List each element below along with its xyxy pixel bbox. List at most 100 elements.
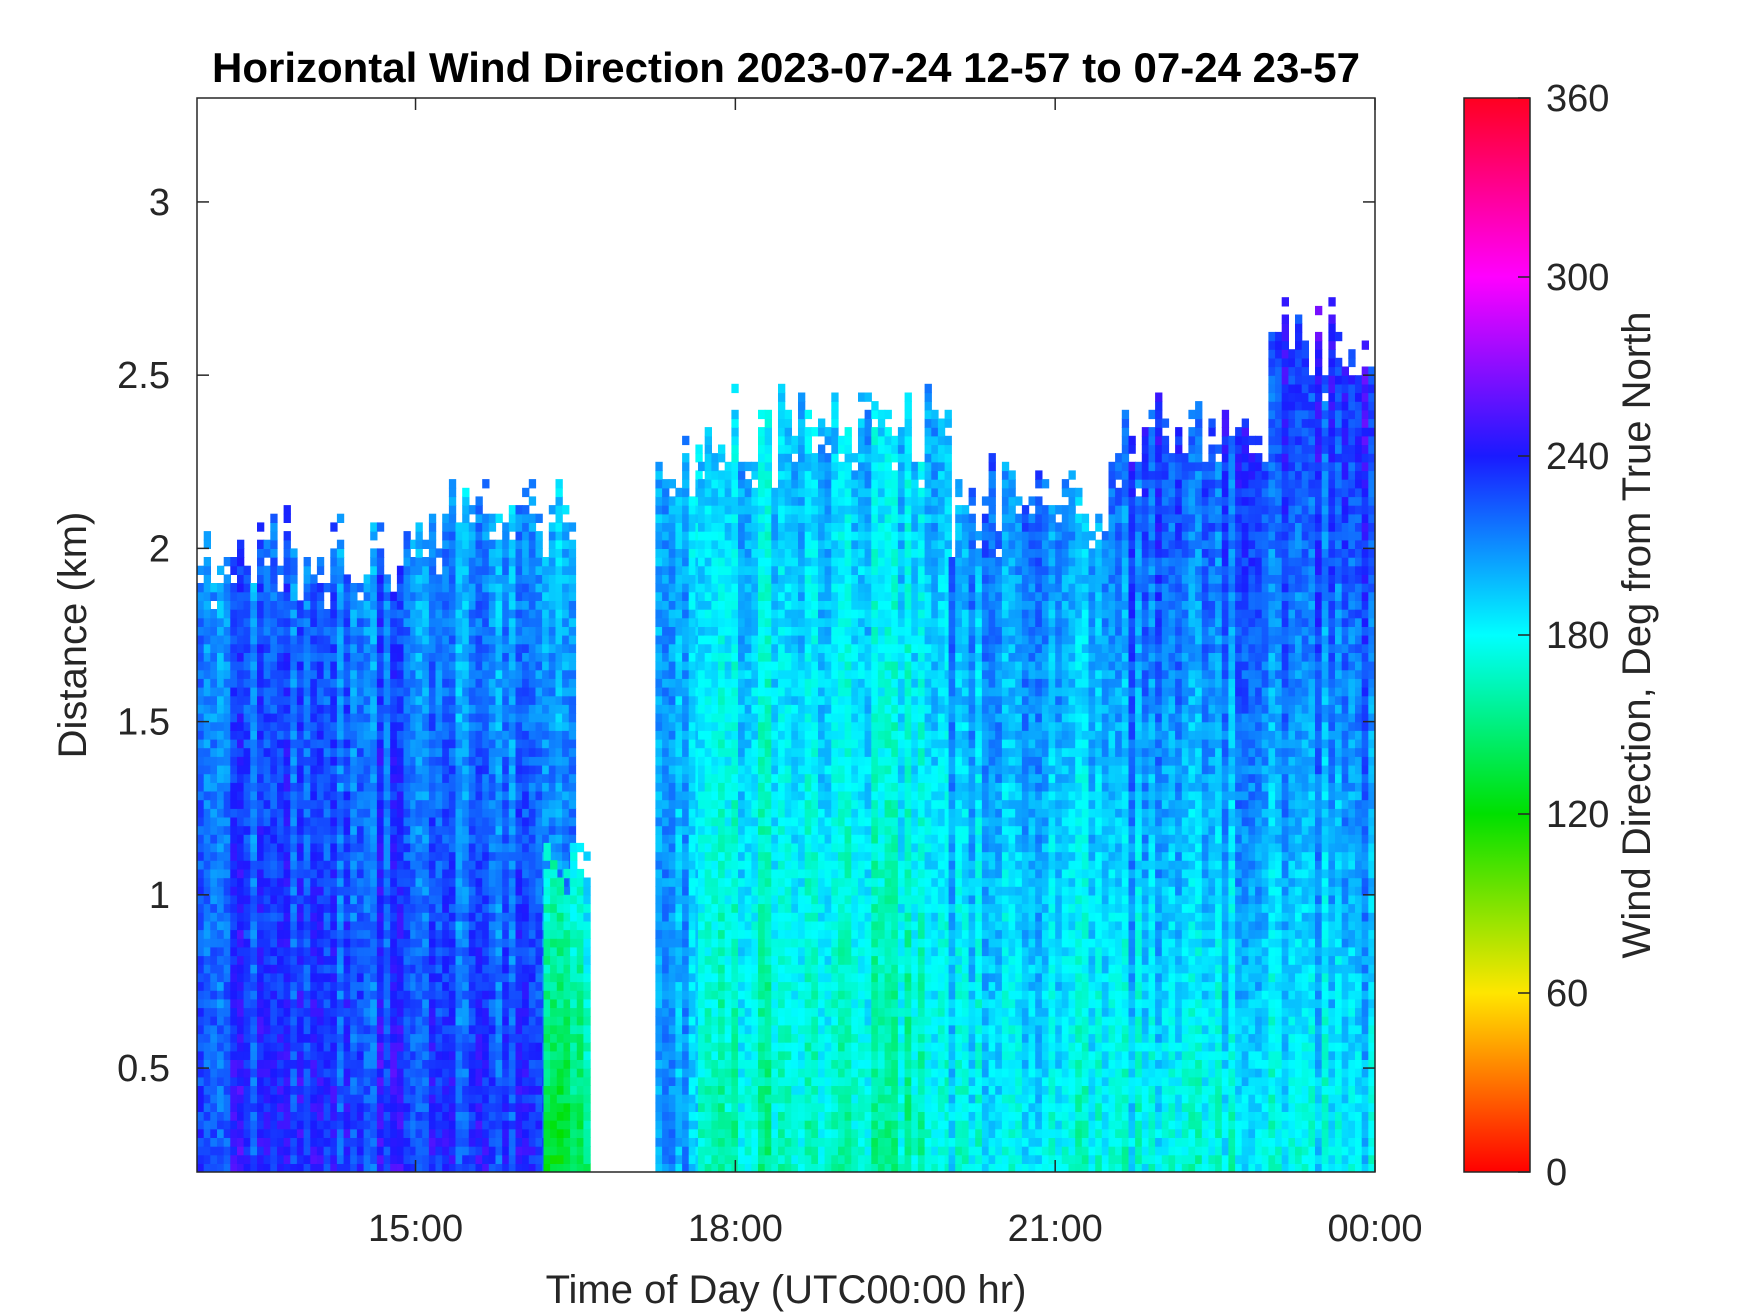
heatmap-cell: [455, 860, 463, 870]
heatmap-cell: [475, 1094, 483, 1104]
heatmap-cell: [410, 721, 418, 731]
heatmap-cell: [543, 1024, 551, 1035]
heatmap-cell: [522, 635, 530, 645]
heatmap-cell: [237, 1016, 245, 1026]
heatmap-cell: [217, 808, 225, 818]
heatmap-cell: [237, 626, 245, 636]
heatmap-cell: [475, 981, 483, 991]
heatmap-cell: [350, 790, 358, 801]
heatmap-cell: [455, 1128, 463, 1138]
heatmap-cell: [675, 920, 683, 931]
heatmap-cell: [655, 1120, 663, 1130]
heatmap-cell: [488, 522, 497, 532]
heatmap-cell: [383, 938, 391, 948]
heatmap-cell: [303, 1120, 311, 1130]
heatmap-cell: [283, 816, 291, 827]
heatmap-cell: [462, 730, 470, 740]
heatmap-cell: [343, 1111, 351, 1121]
heatmap-cell: [570, 868, 578, 879]
heatmap-cell: [343, 1024, 351, 1035]
heatmap-cell: [502, 929, 510, 939]
heatmap-cell: [370, 626, 378, 636]
heatmap-cell: [455, 1085, 463, 1095]
heatmap-cell: [442, 730, 450, 740]
heatmap-cell: [336, 868, 345, 879]
heatmap-cell: [570, 1163, 578, 1172]
heatmap-cell: [217, 1128, 225, 1138]
heatmap-cell: [555, 505, 563, 515]
heatmap-cell: [428, 565, 437, 575]
heatmap-cell: [482, 808, 490, 818]
heatmap-cell: [563, 1085, 571, 1095]
heatmap-cell: [442, 894, 450, 905]
heatmap-cell: [283, 539, 291, 549]
heatmap-cell: [350, 990, 358, 1000]
heatmap-cell: [528, 704, 537, 714]
heatmap-cell: [428, 695, 437, 705]
heatmap-cell: [376, 643, 385, 653]
heatmap-cell: [376, 790, 385, 801]
heatmap-cell: [495, 1137, 503, 1147]
heatmap-cell: [197, 1050, 205, 1060]
heatmap-cell: [323, 938, 331, 948]
heatmap-cell: [296, 721, 305, 731]
heatmap-cell: [290, 747, 298, 757]
heatmap-cell: [435, 1102, 443, 1112]
heatmap-cell: [350, 1085, 358, 1095]
heatmap-cell: [250, 825, 258, 835]
heatmap-cell: [422, 764, 430, 775]
heatmap-cell: [316, 764, 325, 775]
heatmap-cell: [350, 687, 358, 697]
heatmap-cell: [515, 643, 523, 653]
heatmap-cell: [502, 1111, 510, 1121]
heatmap-cell: [502, 860, 510, 870]
heatmap-cell: [502, 531, 510, 541]
heatmap-cell: [217, 1042, 225, 1052]
heatmap-cell: [675, 1154, 683, 1164]
heatmap-cell: [237, 860, 245, 870]
heatmap-cell: [515, 790, 523, 801]
heatmap-cell: [468, 773, 477, 783]
heatmap-cell: [583, 920, 591, 931]
heatmap-cell: [363, 591, 371, 601]
heatmap-cell: [415, 522, 423, 532]
heatmap-cell: [383, 860, 391, 870]
heatmap-cell: [210, 860, 218, 870]
heatmap-cell: [396, 851, 405, 861]
heatmap-cell: [528, 1050, 537, 1060]
heatmap-cell: [422, 868, 430, 879]
heatmap-cell: [237, 903, 245, 913]
heatmap-cell: [323, 955, 331, 965]
heatmap-cell: [376, 548, 385, 558]
heatmap-cell: [515, 1050, 523, 1060]
heatmap-cell: [290, 1154, 298, 1164]
heatmap-cell: [197, 929, 205, 939]
heatmap-cell: [263, 1111, 271, 1121]
heatmap-cell: [290, 1137, 298, 1147]
heatmap-cell: [356, 799, 365, 809]
heatmap-cell: [330, 1154, 338, 1164]
heatmap-cell: [682, 1016, 690, 1026]
heatmap-cell: [283, 695, 291, 705]
heatmap-cell: [568, 825, 577, 835]
heatmap-cell: [422, 678, 430, 688]
heatmap-cell: [698, 964, 706, 974]
heatmap-cell: [442, 886, 450, 896]
heatmap-cell: [442, 1102, 450, 1112]
heatmap-cell: [336, 1120, 345, 1130]
heatmap-cell: [283, 894, 291, 905]
heatmap-cell: [488, 1007, 497, 1017]
heatmap-cell: [688, 773, 696, 783]
heatmap-cell: [428, 531, 437, 541]
heatmap-cell: [555, 626, 563, 636]
heatmap-cell: [210, 730, 218, 740]
heatmap-cell: [350, 1154, 358, 1164]
heatmap-cell: [668, 669, 676, 679]
heatmap-cell: [435, 1146, 443, 1156]
heatmap-cell: [698, 1059, 706, 1069]
heatmap-cell: [576, 1146, 585, 1156]
heatmap-cell: [343, 1059, 351, 1069]
heatmap-cell: [495, 1128, 503, 1138]
heatmap-cell: [655, 730, 663, 740]
heatmap-cell: [330, 868, 338, 879]
